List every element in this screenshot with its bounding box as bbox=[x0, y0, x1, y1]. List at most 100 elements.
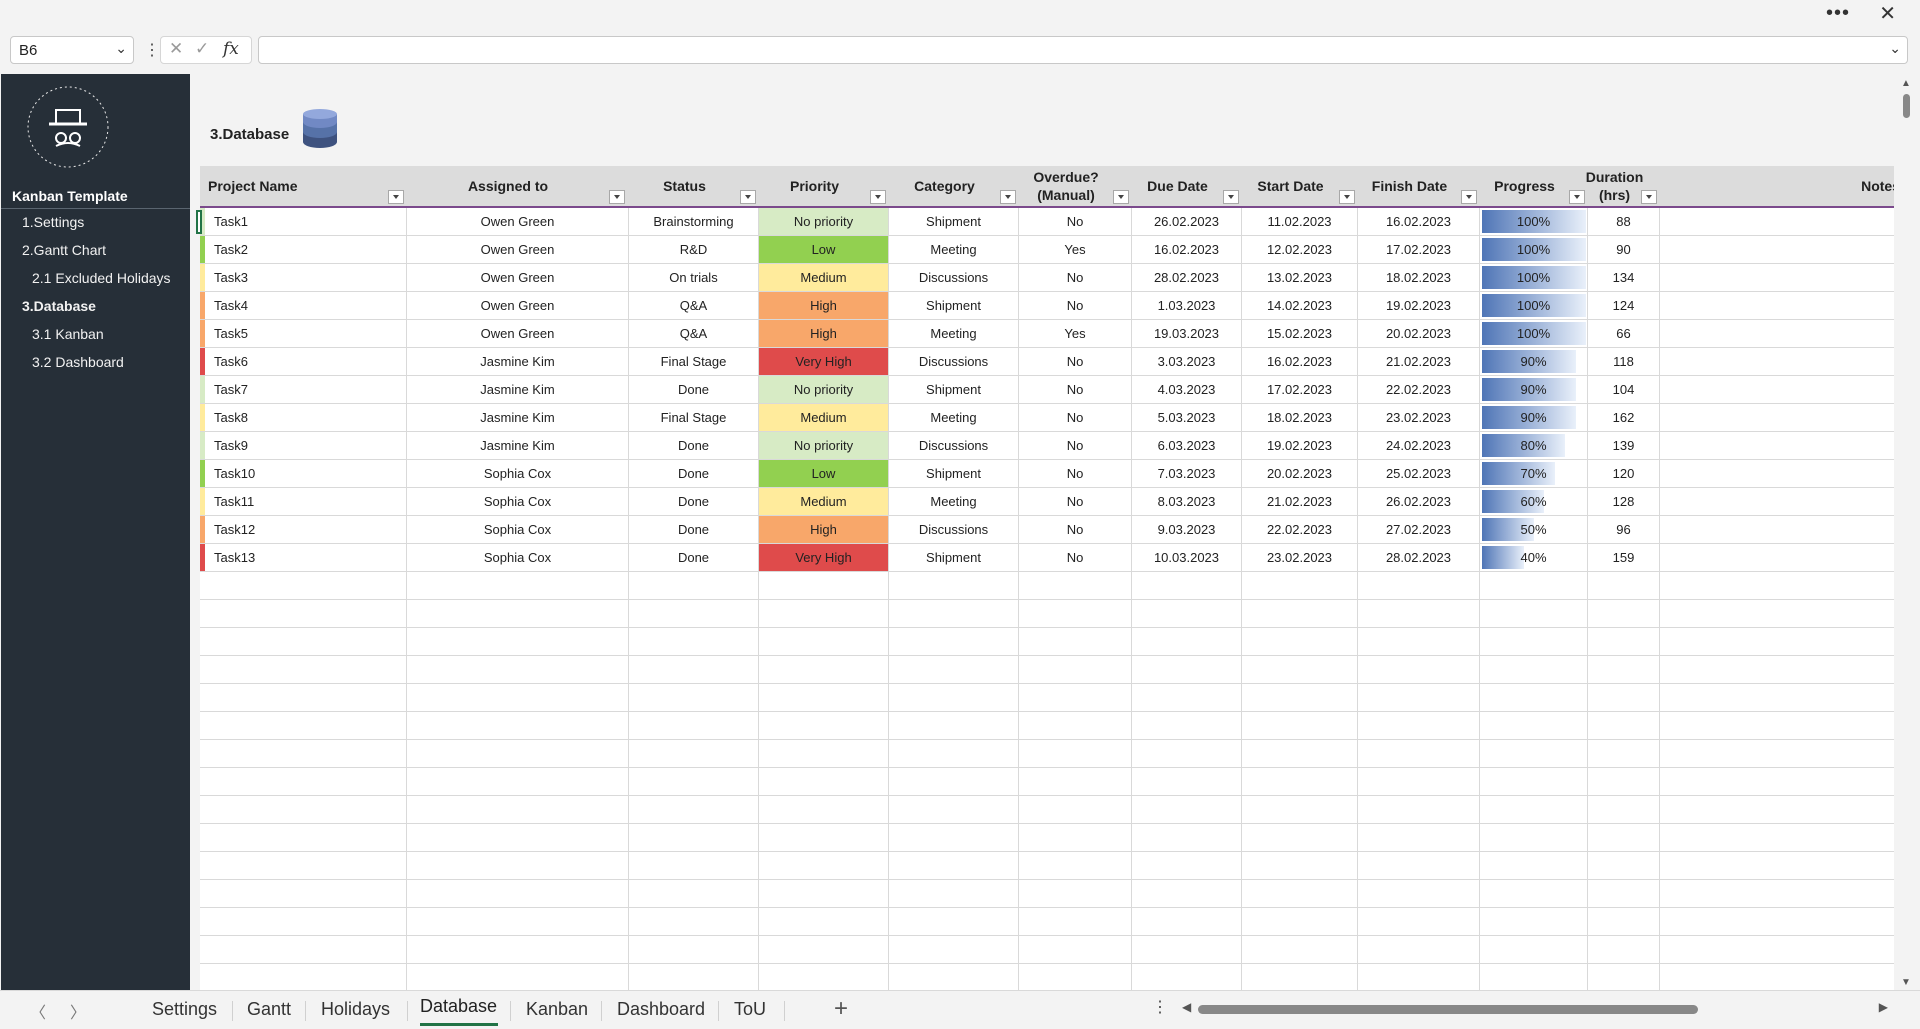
empty-row[interactable] bbox=[200, 684, 1894, 712]
cell-finish[interactable]: 22.02.2023 bbox=[1358, 376, 1480, 403]
cell-due[interactable] bbox=[1132, 572, 1242, 599]
cell-progress[interactable]: 80% bbox=[1480, 432, 1588, 459]
scroll-down-icon[interactable]: ▼ bbox=[1901, 977, 1911, 988]
empty-row[interactable] bbox=[200, 964, 1894, 990]
cell-project[interactable]: Task7 bbox=[200, 376, 407, 403]
cell-finish[interactable] bbox=[1358, 684, 1480, 711]
cell-priority[interactable]: No priority bbox=[759, 432, 889, 459]
sidebar-item-excluded-holidays[interactable]: 2.1 Excluded Holidays bbox=[32, 270, 171, 286]
cell-assigned[interactable] bbox=[407, 824, 629, 851]
cell-project[interactable]: Task1 bbox=[200, 208, 407, 235]
cell-duration[interactable] bbox=[1588, 964, 1660, 990]
cell-finish[interactable] bbox=[1358, 712, 1480, 739]
cell-duration[interactable] bbox=[1588, 824, 1660, 851]
cell-overdue[interactable]: No bbox=[1019, 488, 1132, 515]
cell-project[interactable]: Task9 bbox=[200, 432, 407, 459]
cell-assigned[interactable]: Owen Green bbox=[407, 236, 629, 263]
cell-priority[interactable]: Low bbox=[759, 236, 889, 263]
cell-finish[interactable]: 28.02.2023 bbox=[1358, 544, 1480, 571]
cell-duration[interactable]: 139 bbox=[1588, 432, 1660, 459]
cell-start[interactable]: 23.02.2023 bbox=[1242, 544, 1358, 571]
cell-finish[interactable]: 23.02.2023 bbox=[1358, 404, 1480, 431]
cell-due[interactable] bbox=[1132, 936, 1242, 963]
cancel-icon[interactable]: ✕ bbox=[169, 39, 184, 58]
cell-status[interactable]: On trials bbox=[629, 264, 759, 291]
cell-progress[interactable] bbox=[1480, 796, 1588, 823]
cell-overdue[interactable]: No bbox=[1019, 516, 1132, 543]
cell-project[interactable]: Task12 bbox=[200, 516, 407, 543]
cell-status[interactable] bbox=[629, 852, 759, 879]
cell-priority[interactable]: Medium bbox=[759, 404, 889, 431]
cell-category[interactable]: Discussions bbox=[889, 516, 1019, 543]
cell-finish[interactable] bbox=[1358, 656, 1480, 683]
cell-start[interactable] bbox=[1242, 628, 1358, 655]
table-row[interactable]: Task10 Sophia Cox Done Low Shipment No 7.03.20… bbox=[200, 460, 1894, 488]
cell-finish[interactable]: 27.02.2023 bbox=[1358, 516, 1480, 543]
cell-status[interactable] bbox=[629, 712, 759, 739]
cell-finish[interactable] bbox=[1358, 628, 1480, 655]
cell-due[interactable]: 16.02.2023 bbox=[1132, 236, 1242, 263]
cell-start[interactable] bbox=[1242, 936, 1358, 963]
filter-dropdown-icon[interactable] bbox=[1641, 190, 1657, 204]
chevron-down-icon[interactable]: ⌄ bbox=[1889, 40, 1901, 56]
chevron-right-icon[interactable]: 〉 bbox=[70, 1005, 87, 1022]
cell-priority[interactable]: Medium bbox=[759, 264, 889, 291]
cell-priority[interactable]: High bbox=[759, 320, 889, 347]
cell-due[interactable] bbox=[1132, 684, 1242, 711]
sidebar-item-gantt-chart[interactable]: 2.Gantt Chart bbox=[22, 242, 107, 258]
cell-priority[interactable] bbox=[759, 712, 889, 739]
cell-due[interactable] bbox=[1132, 768, 1242, 795]
cell-notes[interactable] bbox=[1660, 516, 1894, 543]
cell-due[interactable] bbox=[1132, 796, 1242, 823]
cell-duration[interactable]: 96 bbox=[1588, 516, 1660, 543]
cell-status[interactable] bbox=[629, 740, 759, 767]
cell-due[interactable] bbox=[1132, 712, 1242, 739]
cell-category[interactable] bbox=[889, 796, 1019, 823]
cell-assigned[interactable]: Jasmine Kim bbox=[407, 376, 629, 403]
cell-overdue[interactable] bbox=[1019, 880, 1132, 907]
empty-row[interactable] bbox=[200, 880, 1894, 908]
cell-progress[interactable] bbox=[1480, 852, 1588, 879]
cell-due[interactable] bbox=[1132, 600, 1242, 627]
cell-due[interactable] bbox=[1132, 852, 1242, 879]
cell-priority[interactable]: Low bbox=[759, 460, 889, 487]
cell-overdue[interactable] bbox=[1019, 964, 1132, 990]
cell-due[interactable] bbox=[1132, 880, 1242, 907]
cell-assigned[interactable] bbox=[407, 740, 629, 767]
cell-notes[interactable] bbox=[1660, 292, 1894, 319]
cell-progress[interactable] bbox=[1480, 880, 1588, 907]
cell-project[interactable] bbox=[200, 712, 407, 739]
cell-due[interactable]: 4.03.2023 bbox=[1132, 376, 1242, 403]
cell-assigned[interactable] bbox=[407, 684, 629, 711]
cell-duration[interactable] bbox=[1588, 572, 1660, 599]
cell-finish[interactable]: 26.02.2023 bbox=[1358, 488, 1480, 515]
cell-progress[interactable] bbox=[1480, 684, 1588, 711]
filter-dropdown-icon[interactable] bbox=[609, 190, 625, 204]
cell-category[interactable] bbox=[889, 572, 1019, 599]
cell-notes[interactable] bbox=[1660, 964, 1894, 990]
cell-finish[interactable] bbox=[1358, 824, 1480, 851]
cell-project[interactable] bbox=[200, 656, 407, 683]
cell-finish[interactable]: 20.02.2023 bbox=[1358, 320, 1480, 347]
cell-category[interactable] bbox=[889, 656, 1019, 683]
cell-overdue[interactable] bbox=[1019, 572, 1132, 599]
table-row[interactable]: Task3 Owen Green On trials Medium Discussion… bbox=[200, 264, 1894, 292]
cell-progress[interactable]: 70% bbox=[1480, 460, 1588, 487]
cell-notes[interactable] bbox=[1660, 320, 1894, 347]
cell-status[interactable]: Done bbox=[629, 432, 759, 459]
cell-status[interactable] bbox=[629, 684, 759, 711]
cell-progress[interactable]: 100% bbox=[1480, 208, 1588, 235]
cell-finish[interactable] bbox=[1358, 768, 1480, 795]
cell-notes[interactable] bbox=[1660, 796, 1894, 823]
cell-overdue[interactable] bbox=[1019, 852, 1132, 879]
cell-notes[interactable] bbox=[1660, 880, 1894, 907]
empty-row[interactable] bbox=[200, 796, 1894, 824]
cell-category[interactable]: Meeting bbox=[889, 320, 1019, 347]
empty-row[interactable] bbox=[200, 824, 1894, 852]
cell-assigned[interactable]: Sophia Cox bbox=[407, 488, 629, 515]
cell-category[interactable] bbox=[889, 740, 1019, 767]
cell-due[interactable] bbox=[1132, 740, 1242, 767]
cell-category[interactable] bbox=[889, 964, 1019, 990]
cell-category[interactable]: Meeting bbox=[889, 236, 1019, 263]
cell-project[interactable] bbox=[200, 572, 407, 599]
